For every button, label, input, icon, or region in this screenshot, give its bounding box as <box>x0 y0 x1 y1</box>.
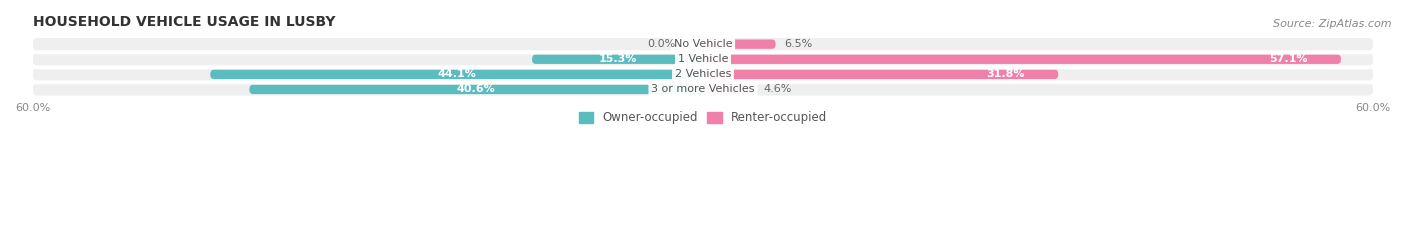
FancyBboxPatch shape <box>531 55 703 64</box>
FancyBboxPatch shape <box>703 70 1059 79</box>
Text: 0.0%: 0.0% <box>647 39 675 49</box>
Text: 31.8%: 31.8% <box>986 69 1025 79</box>
FancyBboxPatch shape <box>703 85 755 94</box>
Text: 44.1%: 44.1% <box>437 69 477 79</box>
Text: 57.1%: 57.1% <box>1270 54 1308 64</box>
FancyBboxPatch shape <box>32 68 1374 80</box>
Text: 3 or more Vehicles: 3 or more Vehicles <box>651 84 755 95</box>
Text: No Vehicle: No Vehicle <box>673 39 733 49</box>
FancyBboxPatch shape <box>32 53 1374 66</box>
Text: 40.6%: 40.6% <box>457 84 495 95</box>
Text: 1 Vehicle: 1 Vehicle <box>678 54 728 64</box>
FancyBboxPatch shape <box>32 83 1374 96</box>
Text: 15.3%: 15.3% <box>599 54 637 64</box>
FancyBboxPatch shape <box>211 70 703 79</box>
Text: Source: ZipAtlas.com: Source: ZipAtlas.com <box>1274 19 1392 29</box>
Text: 6.5%: 6.5% <box>785 39 813 49</box>
FancyBboxPatch shape <box>249 85 703 94</box>
Text: HOUSEHOLD VEHICLE USAGE IN LUSBY: HOUSEHOLD VEHICLE USAGE IN LUSBY <box>32 15 335 29</box>
Text: 4.6%: 4.6% <box>763 84 792 95</box>
Text: 2 Vehicles: 2 Vehicles <box>675 69 731 79</box>
Legend: Owner-occupied, Renter-occupied: Owner-occupied, Renter-occupied <box>576 109 830 127</box>
FancyBboxPatch shape <box>703 55 1341 64</box>
FancyBboxPatch shape <box>32 38 1374 50</box>
FancyBboxPatch shape <box>703 40 776 49</box>
